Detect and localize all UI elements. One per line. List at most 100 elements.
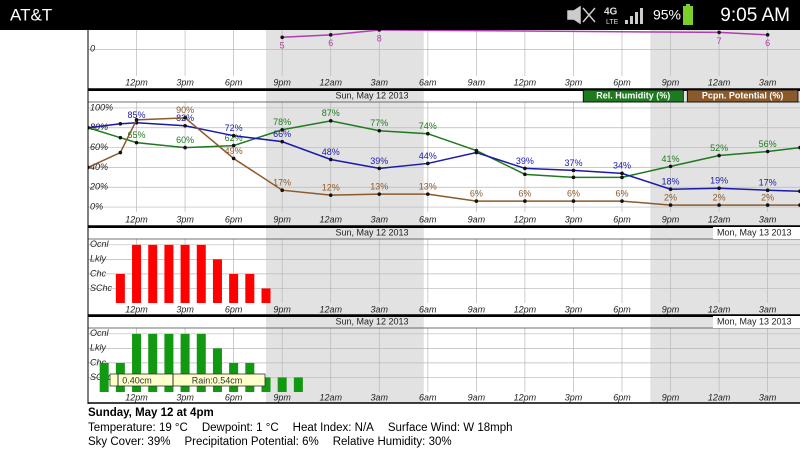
x-tick-label: 12am — [708, 77, 731, 87]
point — [668, 187, 673, 192]
point — [183, 123, 187, 128]
point — [280, 127, 284, 132]
annotation: Rain:0.54cm — [192, 375, 243, 385]
value-label: 17% — [273, 178, 291, 188]
point — [765, 188, 770, 192]
point — [134, 118, 139, 122]
x-tick-label: 12pm — [514, 214, 537, 224]
y-tick-label: SChc — [90, 283, 113, 293]
x-tick-label: 6am — [419, 77, 437, 87]
value-label: 13% — [419, 182, 437, 192]
x-tick-label: 3am — [759, 304, 777, 314]
bar — [196, 333, 206, 392]
date-label-bg — [713, 316, 800, 328]
value-label: 39% — [370, 156, 388, 166]
value-label: 12% — [322, 183, 340, 193]
x-tick-label: 6pm — [613, 304, 631, 314]
mute-icon — [567, 5, 596, 25]
point — [183, 116, 187, 120]
value-label: 72% — [225, 123, 243, 133]
x-tick-label: 3pm — [565, 77, 583, 87]
value-label: 90% — [176, 105, 194, 115]
x-tick-label: 9pm — [662, 304, 680, 314]
tooltip-box — [109, 373, 266, 387]
point — [717, 186, 721, 191]
x-tick-label: 9pm — [273, 304, 291, 314]
bar — [132, 244, 142, 303]
x-tick-label: 6am — [419, 392, 437, 402]
value-label: 62% — [225, 133, 243, 143]
point — [523, 199, 527, 203]
x-tick-label: 12pm — [125, 392, 148, 402]
x-tick-label: 3am — [759, 77, 777, 87]
bar — [180, 333, 190, 392]
legend-label: Rel. Humidity (%) — [596, 90, 670, 100]
night-shade — [650, 227, 800, 315]
x-tick-label: 9pm — [273, 77, 291, 87]
screen: AT&T 4G LTE 95% 9:05 AM 0 12pm 3pm 6pm 9pm 12… — [0, 0, 800, 404]
x-tick-label: 3pm — [176, 77, 194, 87]
value-label: 65% — [128, 130, 146, 140]
value-label: 19% — [710, 176, 728, 186]
point — [426, 192, 430, 196]
x-tick-label: 12am — [708, 304, 731, 314]
x-tick-label: 12pm — [125, 77, 148, 87]
network-type: 4G — [604, 7, 618, 18]
point — [328, 33, 333, 37]
x-tick-label: 12am — [319, 304, 342, 314]
value-label: 49% — [225, 146, 243, 156]
x-tick-label: 12am — [708, 392, 731, 402]
point — [717, 203, 721, 207]
panel: SChc Chc Lkly Ocnl 12pm 3pm 6pm 9pm 12am 3am 6am 9a… — [88, 227, 800, 315]
value-label: 2% — [664, 192, 677, 202]
x-tick-label: 12am — [708, 214, 731, 224]
x-tick-label: 12pm — [125, 304, 148, 314]
value-label: 2% — [761, 192, 774, 202]
info-item: Relative Humidity: 30% — [332, 436, 452, 448]
legend-box — [582, 89, 684, 103]
info-item: Heat Index: N/A — [292, 422, 374, 434]
x-tick-label: 9pm — [273, 392, 291, 402]
x-tick-label: 6am — [419, 214, 437, 224]
battery-text: 95% — [653, 7, 681, 23]
x-tick-label: 3pm — [176, 304, 194, 314]
info-item: Sky Cover: 39% — [88, 436, 171, 448]
point — [571, 199, 576, 203]
value-label: 7 — [717, 36, 722, 46]
signal-icon — [625, 8, 643, 24]
point — [328, 193, 333, 197]
y-tick-label: Lkly — [90, 343, 107, 353]
bar — [277, 377, 287, 392]
point — [377, 30, 382, 32]
point — [571, 168, 576, 173]
info-title: Sunday, May 12 at 4pm — [88, 407, 214, 419]
point — [280, 188, 284, 192]
x-tick-label: 6pm — [613, 214, 631, 224]
legend-label: Pcpn. Potential (%) — [702, 90, 784, 100]
point — [523, 166, 527, 171]
value-label: 34% — [613, 161, 631, 171]
point — [280, 139, 284, 144]
date-label: Mon, May 13 2013 — [717, 316, 792, 326]
value-label: 77% — [370, 118, 388, 128]
info-row: Temperature: 19 °C Dewpoint: 1 °C Heat Ind… — [88, 421, 800, 435]
bar — [132, 333, 142, 392]
carrier: AT&T — [10, 5, 52, 24]
night-shade — [650, 316, 800, 403]
point — [183, 145, 187, 150]
point — [765, 149, 770, 154]
value-label: 85% — [128, 110, 146, 120]
y-tick-label: 0 — [90, 44, 95, 54]
bar — [261, 288, 271, 303]
point — [118, 122, 123, 126]
x-tick-label: 12pm — [514, 304, 537, 314]
bar — [115, 273, 125, 303]
x-tick-label: 6pm — [613, 77, 631, 87]
value-label: 6% — [615, 188, 628, 198]
point — [717, 153, 721, 158]
point — [474, 199, 479, 203]
bar — [196, 244, 206, 303]
value-label: 5 — [280, 41, 285, 51]
point — [426, 161, 430, 166]
